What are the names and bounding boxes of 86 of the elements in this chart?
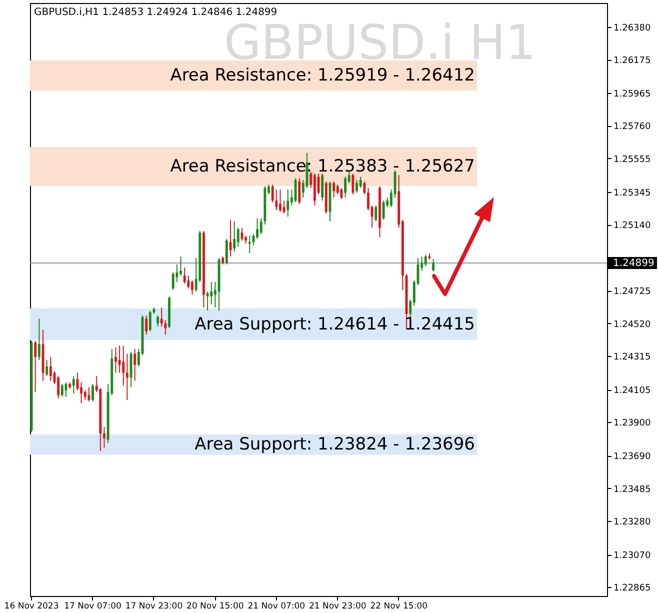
y-tick-label: 1.23280 [614,518,651,528]
band-label: Area Support: 1.23824 - 1.23696 [194,434,475,455]
y-tick-label: 1.24105 [614,386,651,396]
y-tick-label: 1.24520 [614,320,651,330]
candlestick [336,184,339,195]
candlestick [374,204,378,222]
candlestick [271,184,274,203]
candlestick [256,218,259,240]
candlestick [275,189,278,211]
y-tick-label: 1.22865 [614,584,651,594]
candlestick [363,181,366,195]
candlestick [134,348,136,382]
candlestick [114,346,117,374]
candlestick [103,426,106,448]
y-tick-label: 1.23900 [614,418,651,429]
y-tick-label: 1.25345 [614,188,651,198]
candlestick [34,340,37,392]
candlestick [183,267,186,284]
candlestick [298,178,301,204]
x-tick-label: 20 Nov 15:00 [186,602,244,612]
candlestick [60,383,64,398]
x-tick-label: 21 Nov 07:00 [248,602,306,612]
candlestick [160,306,163,328]
candlestick [92,383,94,402]
y-tick-label: 1.24725 [614,287,651,298]
candlestick [80,382,82,404]
candlestick [282,200,286,214]
candlestick [148,310,152,332]
y-tick-label: 1.26380 [614,23,651,34]
candlestick [321,173,324,202]
y-tick-label: 1.25965 [614,90,651,100]
candlestick [118,345,121,374]
y-tick-label: 1.25555 [614,154,651,165]
x-tick-label: 17 Nov 07:00 [64,602,122,612]
candlestick [340,187,343,200]
candlestick [46,360,48,377]
candlestick [344,176,347,198]
x-tick-label: 21 Nov 23:00 [308,602,366,612]
y-tick-label: 1.23485 [614,484,651,495]
candlestick [122,345,125,386]
candlestick [172,272,174,290]
candlestick [49,356,52,382]
x-tick-label: 17 Nov 23:00 [125,602,183,612]
candlestick [145,314,148,336]
candlestick [72,376,75,394]
candlestick [57,376,60,399]
y-tick-label: 1.25140 [614,221,651,232]
candlestick [233,220,236,252]
candlestick [84,390,86,400]
y-tick-label: 1.23070 [614,551,651,562]
band-label: Area Resistance: 1.25919 - 1.26412 [170,66,475,86]
y-tick-label: 1.26175 [614,56,651,66]
candlestick [286,189,290,218]
candlestick [252,234,255,246]
annotation: GBPUSD.i,H1 1.24853 1.24924 1.24846 1.24899 [34,7,278,18]
y-tick-label: 1.23690 [614,452,651,462]
candlestick [279,189,282,212]
candlestick [210,281,213,305]
x-tick-label: 16 Nov 2023 [4,602,59,612]
candlestick [332,181,336,198]
candlestick [187,275,190,289]
candlestick [432,258,435,272]
y-tick-label: 1.24315 [614,352,651,363]
candlestick [38,318,40,361]
candlestick [156,314,160,328]
candlestick [356,179,358,194]
candlestick [260,218,262,235]
candlestick [225,238,228,265]
x-tick-label: 22 Nov 15:00 [370,602,428,612]
candlestick [88,386,90,402]
candlestick [126,353,128,400]
candlestick [248,235,251,254]
candlestick [76,372,79,391]
candlestick [64,382,68,398]
candlestick [180,256,182,276]
candlestick [294,178,297,203]
candlestick [191,280,194,296]
candlestick [359,176,362,188]
candlestick [206,291,209,312]
candlestick [164,320,167,336]
y-tick-label: 1.25760 [614,122,651,132]
candlestick [382,200,385,220]
ref-line-label: 1.24899 [613,258,654,269]
candlestick [236,227,240,248]
candlestick [352,173,354,195]
candlestick [424,254,427,267]
